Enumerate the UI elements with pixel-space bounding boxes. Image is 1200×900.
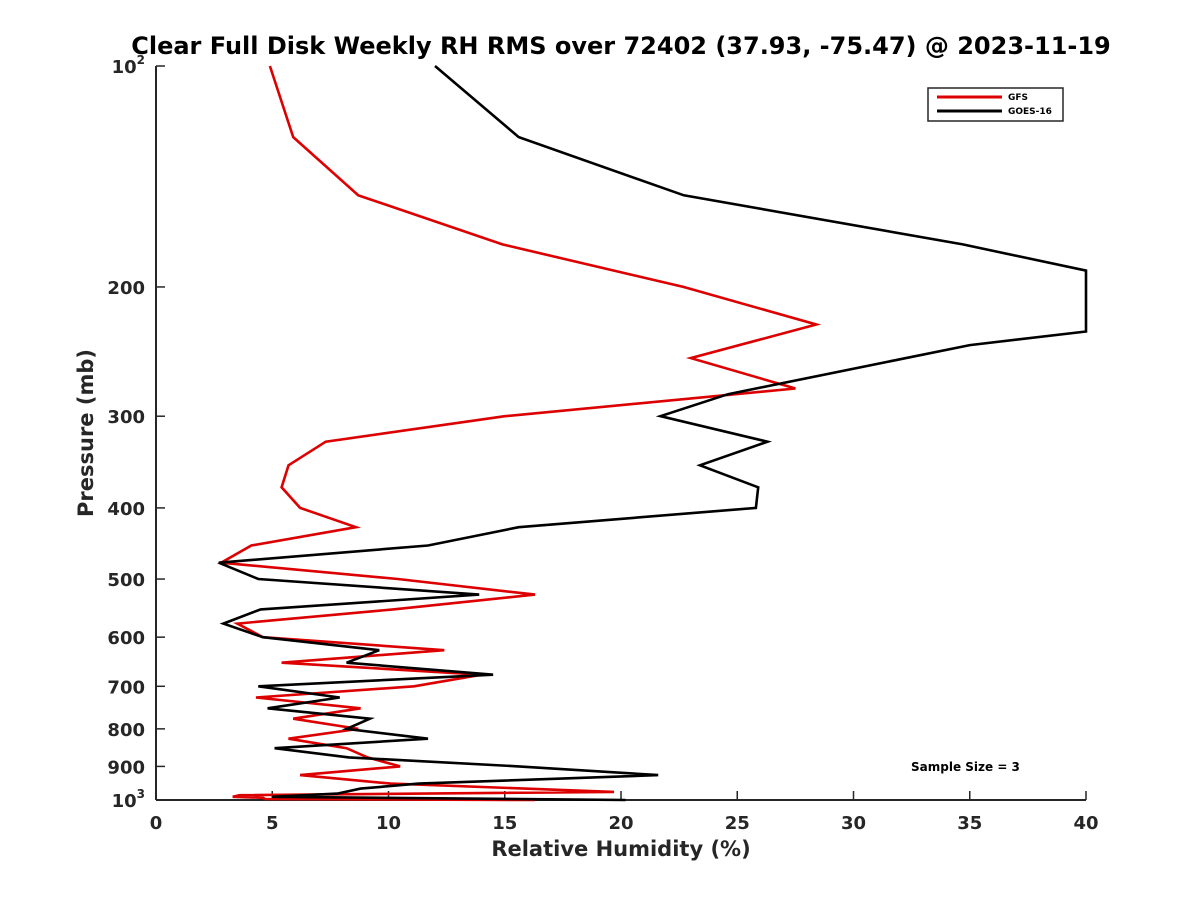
y-tick-label: 600 (107, 628, 145, 649)
x-ticks: 0 5 10 15 20 25 30 35 40 (150, 791, 1099, 834)
series-lines (216, 65, 1088, 802)
y-tick-label: 700 (107, 677, 145, 698)
x-tick-label: 0 (150, 813, 163, 834)
legend-label-gfs: GFS (1008, 93, 1028, 103)
y-tick-label: 400 (107, 499, 145, 520)
y-tick-label: 900 (107, 757, 145, 778)
x-tick-label: 20 (608, 813, 633, 834)
series-line-goes16 (218, 65, 1088, 802)
y-axis-label: Pressure (mb) (74, 349, 98, 517)
plot-axes (155, 66, 1086, 801)
x-tick-label: 40 (1073, 813, 1098, 834)
y-ticks: 102 200 300 400 500 600 700 800 900 103 (107, 53, 165, 812)
x-tick-label: 15 (492, 813, 517, 834)
y-tick-label: 500 (107, 570, 145, 591)
chart-title: Clear Full Disk Weekly RH RMS over 72402… (131, 32, 1111, 60)
x-tick-label: 10 (376, 813, 401, 834)
x-tick-label: 5 (266, 813, 279, 834)
x-tick-label: 30 (841, 813, 866, 834)
y-tick-label: 103 (112, 787, 145, 812)
x-axis-label: Relative Humidity (%) (491, 837, 750, 861)
legend: GFS GOES-16 (927, 87, 1064, 122)
x-tick-label: 25 (725, 813, 750, 834)
legend-box (927, 87, 1064, 122)
y-tick-label: 102 (112, 53, 145, 78)
y-tick-label: 200 (107, 278, 145, 299)
y-tick-label: 800 (107, 720, 145, 741)
y-tick-label: 300 (107, 407, 145, 428)
legend-label-goes16: GOES-16 (1008, 107, 1052, 117)
sample-size-annotation: Sample Size = 3 (911, 760, 1020, 774)
x-tick-label: 35 (957, 813, 982, 834)
